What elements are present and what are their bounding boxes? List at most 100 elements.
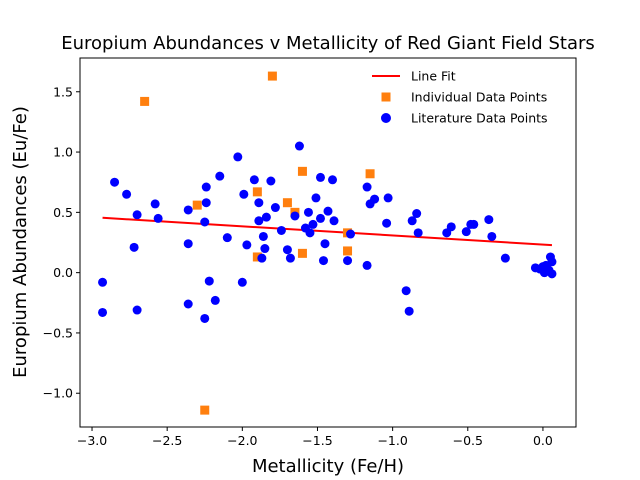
literature-data-point xyxy=(404,306,414,316)
x-tick-label: −2.0 xyxy=(227,433,257,448)
literature-data-point xyxy=(305,228,315,238)
literature-data-point xyxy=(412,209,422,219)
literature-data-point xyxy=(200,217,210,227)
individual-data-point xyxy=(192,200,202,210)
literature-data-point xyxy=(98,307,108,317)
individual-data-point xyxy=(343,246,353,256)
literature-data-point xyxy=(257,253,267,263)
literature-data-point xyxy=(383,193,393,203)
line-fit xyxy=(102,216,553,247)
literature-data-point xyxy=(446,222,456,232)
literature-data-point xyxy=(315,172,325,182)
literature-data-point xyxy=(150,199,160,209)
literature-data-point xyxy=(346,229,356,239)
literature-data-point xyxy=(487,231,497,241)
literature-data-point xyxy=(215,171,225,181)
literature-data-point xyxy=(362,260,372,270)
literature-data-point xyxy=(249,175,259,185)
x-tick-label: −1.5 xyxy=(302,433,332,448)
literature-data-point xyxy=(285,253,295,263)
individual-data-point xyxy=(140,96,150,106)
literature-data-point xyxy=(311,193,321,203)
literature-data-point xyxy=(132,210,142,220)
y-axis-ticks: −1.0 −0.5 0.0 0.5 1.0 1.5 xyxy=(43,84,80,401)
literature-data-point xyxy=(153,213,163,223)
literature-data-point xyxy=(382,218,392,228)
literature-data-point xyxy=(315,213,325,223)
literature-data-point xyxy=(547,269,557,279)
individual-data-point xyxy=(282,198,292,208)
literature-data-point xyxy=(266,176,276,186)
legend-individual-swatch xyxy=(381,92,391,102)
x-tick-label: −0.5 xyxy=(453,433,483,448)
y-tick-label: −0.5 xyxy=(43,325,73,340)
literature-data-point xyxy=(500,253,510,263)
legend-individual-label: Individual Data Points xyxy=(411,90,547,105)
literature-data-point xyxy=(294,141,304,151)
literature-data-point xyxy=(254,198,264,208)
legend-literature-swatch xyxy=(381,113,391,123)
literature-data-point xyxy=(261,212,271,222)
literature-data-point xyxy=(362,182,372,192)
legend-line-fit-label: Line Fit xyxy=(411,69,456,84)
literature-data-point xyxy=(132,305,142,315)
y-tick-label: 1.0 xyxy=(53,145,73,160)
literature-data-point xyxy=(260,244,270,254)
literature-data-point xyxy=(320,239,330,249)
literature-data-point xyxy=(242,240,252,250)
legend: Line Fit Individual Data Points Literatu… xyxy=(372,69,548,126)
literature-data-point xyxy=(282,245,292,255)
legend-literature-label: Literature Data Points xyxy=(411,111,548,126)
literature-data-point xyxy=(290,211,300,221)
data-marks xyxy=(98,71,557,415)
x-axis-ticks: −3.0 −2.5 −2.0 −1.5 −1.0 −0.5 0.0 xyxy=(77,427,553,448)
literature-data-point xyxy=(370,194,380,204)
literature-data-point xyxy=(258,231,268,241)
literature-data-point xyxy=(183,299,193,309)
literature-data-point xyxy=(484,215,494,225)
literature-data-point xyxy=(343,256,353,266)
individual-data-point xyxy=(252,187,262,197)
literature-data-point xyxy=(303,207,313,217)
individual-data-point xyxy=(297,248,307,258)
x-tick-label: −3.0 xyxy=(77,433,107,448)
literature-data-point xyxy=(538,265,548,275)
literature-data-point xyxy=(210,295,220,305)
literature-data-point xyxy=(469,219,479,229)
y-tick-label: 1.5 xyxy=(53,84,73,99)
individual-data-point xyxy=(365,169,375,179)
literature-data-point xyxy=(204,276,214,286)
literature-data-point xyxy=(98,277,108,287)
individual-data-point xyxy=(252,252,262,262)
y-tick-label: −1.0 xyxy=(43,386,73,401)
literature-data-point xyxy=(407,216,417,226)
x-tick-label: −1.0 xyxy=(377,433,407,448)
x-axis-label: Metallicity (Fe/H) xyxy=(252,456,404,477)
literature-data-point xyxy=(328,175,338,185)
literature-data-point xyxy=(254,216,264,226)
literature-data-point xyxy=(413,228,423,238)
chart-title: Europium Abundances v Metallicity of Red… xyxy=(61,33,595,54)
literature-data-point xyxy=(183,239,193,249)
literature-data-point xyxy=(129,242,139,252)
plot-area xyxy=(79,57,577,428)
literature-data-point xyxy=(237,277,247,287)
literature-data-point xyxy=(201,198,211,208)
y-axis-label: Europium Abundances (Eu/Fe) xyxy=(10,106,31,378)
literature-data-point xyxy=(239,189,249,199)
literature-data-point xyxy=(201,182,211,192)
literature-data-point xyxy=(200,313,210,323)
literature-data-point xyxy=(270,203,280,213)
literature-data-point xyxy=(276,225,286,235)
literature-data-point xyxy=(323,206,333,216)
literature-data-point xyxy=(110,177,120,187)
x-tick-label: −2.5 xyxy=(152,433,182,448)
literature-data-point xyxy=(461,227,471,237)
individual-data-point xyxy=(297,166,307,176)
literature-data-point xyxy=(183,205,193,215)
literature-data-point xyxy=(233,152,243,162)
individual-data-point xyxy=(267,71,277,81)
literature-data-point xyxy=(308,219,318,229)
